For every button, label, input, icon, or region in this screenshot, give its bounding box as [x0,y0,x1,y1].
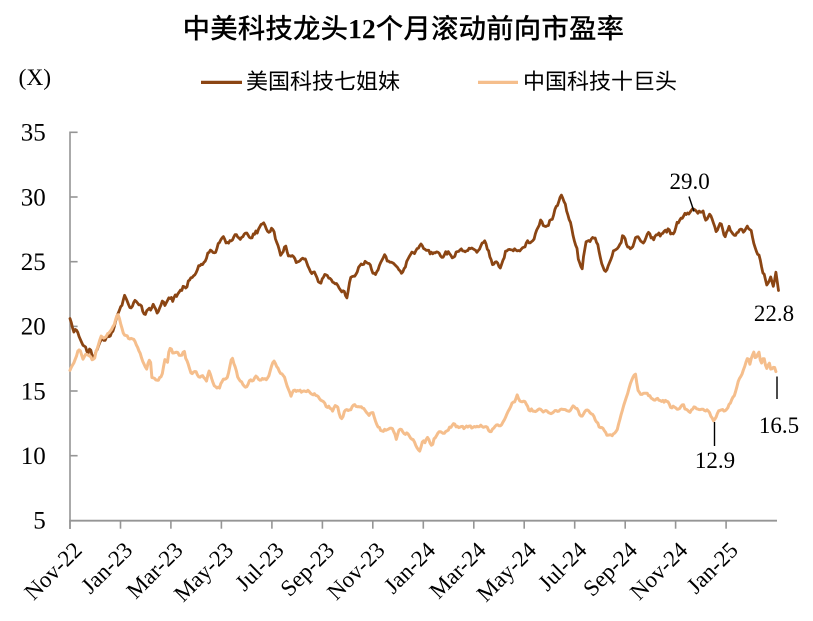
svg-text:15: 15 [21,378,46,405]
svg-text:10: 10 [21,443,46,470]
svg-text:(X): (X) [19,65,52,91]
svg-text:25: 25 [21,249,46,276]
svg-text:12.9: 12.9 [695,448,735,473]
svg-text:29.0: 29.0 [669,169,709,194]
svg-text:22.8: 22.8 [754,301,794,326]
svg-text:30: 30 [21,184,46,211]
svg-text:35: 35 [21,120,46,147]
svg-text:16.5: 16.5 [759,413,799,438]
svg-text:20: 20 [21,314,46,341]
svg-text:5: 5 [33,508,46,535]
